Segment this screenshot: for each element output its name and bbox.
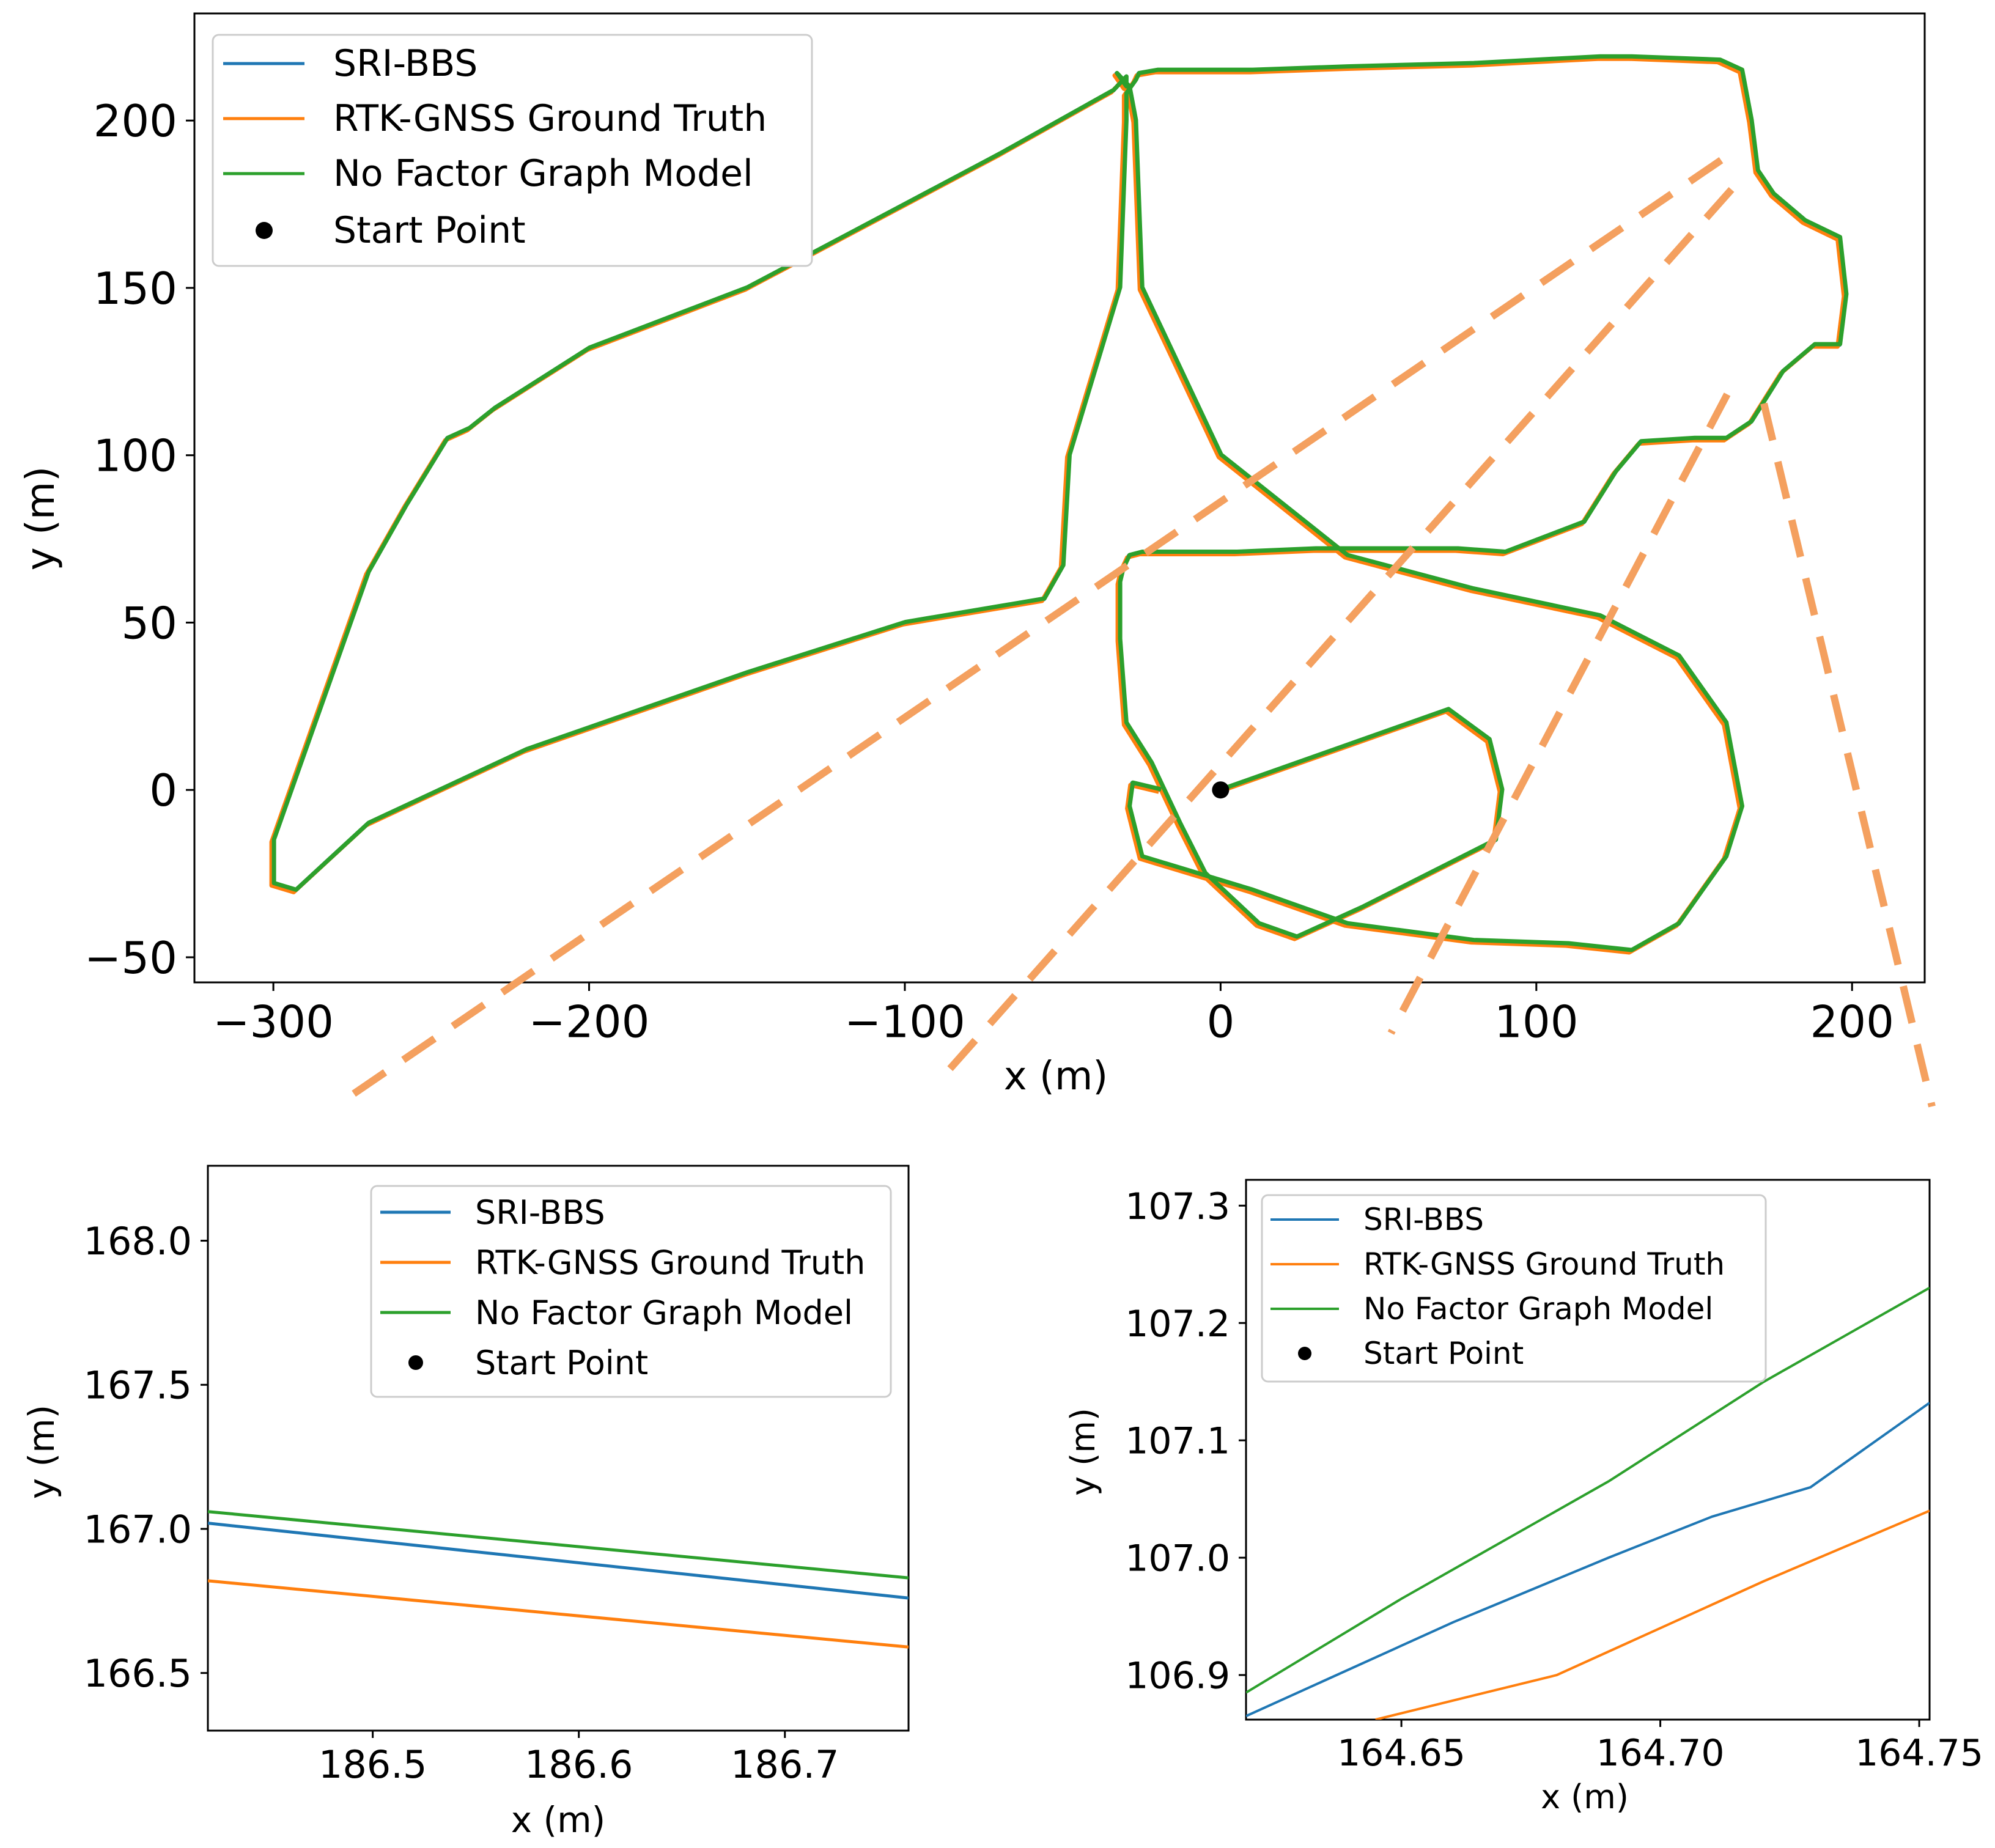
main-legend-label-no-factor-graph: No Factor Graph Model [333,152,753,195]
zoom-left-y-tick-label: 166.5 [84,1651,193,1696]
zoom-left-legend-box [370,1185,892,1398]
main-y-tick-label: 200 [94,95,177,147]
main-x-tick-label: 200 [1810,996,1894,1048]
zoom-connector-line-4 [1760,402,1936,1108]
zoom-left-series-rtk-gnss-ground-truth [208,1579,909,1649]
main-legend-box [212,34,813,267]
zoom-left-y-tick-label: 167.0 [84,1507,193,1552]
main-start-point-marker [1212,781,1230,799]
zoom-right-legend-swatch-start-point [1298,1347,1311,1360]
zoom-right-x-axis-label: x (m) [1541,1778,1629,1816]
zoom-right-x-tick-label: 164.65 [1337,1732,1466,1775]
zoom-left-x-tick-label: 186.7 [731,1742,839,1787]
zoom-right-legend-label-start-point: Start Point [1363,1336,1524,1371]
zoom-right-x-tick-label: 164.70 [1596,1732,1725,1775]
zoom-left-y-axis-label: y (m) [21,1405,62,1500]
zoom-right-y-tick-label: 107.1 [1125,1420,1230,1463]
main-legend-label-start-point: Start Point [333,209,526,252]
zoom-right-plot: 164.65 164.70 164.75 106.9 107.0 107.1 107.2 10… [1064,1179,1983,1816]
zoom-right-series-sri-bbs [1246,1402,1930,1718]
zoom-left-x-axis-label: x (m) [511,1799,606,1841]
main-plot: −300 −200 −100 0 100 200 −50 0 50 100 150 200 x (m)… [18,12,1926,1099]
zoom-left-legend-swatch-start-point [408,1355,423,1370]
main-x-tick-label: −300 [213,996,334,1048]
zoom-left-x-tick-label: 186.6 [525,1742,633,1787]
main-x-tick-label: 0 [1206,996,1234,1048]
zoom-right-x-tick-label: 164.75 [1855,1732,1983,1775]
zoom-left-axis-ticks: 186.5 186.6 186.7 166.5 167.0 167.5 168.0 [84,1219,839,1787]
zoom-left-legend-label-rtk-gnss: RTK-GNSS Ground Truth [475,1243,865,1282]
main-trajectories [269,54,1849,955]
zoom-left-series-no-factor-graph-model [208,1510,909,1580]
main-y-tick-label: 100 [94,430,177,482]
zoom-left-plot: 186.5 186.6 186.7 166.5 167.0 167.5 168.0 x (m… [21,1165,910,1841]
main-x-tick-label: 100 [1494,996,1578,1048]
main-legend-swatch-start-point [256,222,273,239]
zoom-connector-lines [346,157,1936,1108]
zoom-right-trajectories [1246,1286,1930,1720]
zoom-right-legend-label-no-factor-graph: No Factor Graph Model [1363,1291,1713,1327]
zoom-left-legend: SRI-BBS RTK-GNSS Ground Truth No Factor … [370,1185,892,1398]
zoom-right-y-tick-label: 106.9 [1125,1655,1230,1698]
main-legend-label-sri-bbs: SRI-BBS [333,42,478,85]
zoom-left-series-sri-bbs [208,1522,909,1600]
main-series-no-factor-graph [271,54,1849,952]
main-y-tick-label: −50 [84,932,177,984]
zoom-connector-line-3 [1387,392,1731,1035]
main-x-tick-label: −200 [529,996,650,1048]
zoom-right-series-rtk-gnss-ground-truth [1375,1509,1930,1720]
zoom-left-y-tick-label: 168.0 [84,1219,193,1264]
zoom-right-y-tick-label: 107.0 [1125,1537,1230,1580]
main-legend-label-rtk-gnss: RTK-GNSS Ground Truth [333,97,767,140]
zoom-connector-line-1 [346,157,1724,1100]
zoom-right-y-tick-label: 107.3 [1125,1185,1230,1228]
zoom-left-legend-label-start-point: Start Point [475,1344,648,1382]
zoom-right-series-no-factor-graph-model [1246,1286,1930,1694]
zoom-right-legend-label-sri-bbs: SRI-BBS [1363,1202,1484,1237]
main-x-tick-label: −100 [844,996,965,1048]
main-axis-ticks: −300 −200 −100 0 100 200 −50 0 50 100 150 200 [84,95,1894,1047]
main-y-axis-label: y (m) [18,466,64,571]
zoom-right-legend-box [1261,1194,1767,1383]
main-x-axis-label: x (m) [1004,1054,1108,1099]
zoom-left-legend-label-no-factor-graph: No Factor Graph Model [475,1294,853,1332]
zoom-right-legend: SRI-BBS RTK-GNSS Ground Truth No Factor … [1261,1194,1767,1383]
zoom-right-y-tick-label: 107.2 [1125,1303,1230,1346]
main-y-tick-label: 0 [149,765,177,816]
zoom-right-y-axis-label: y (m) [1064,1408,1102,1496]
zoom-right-axis-ticks: 164.65 164.70 164.75 106.9 107.0 107.1 107.2 10… [1125,1185,1983,1775]
zoom-left-legend-label-sri-bbs: SRI-BBS [475,1193,605,1232]
zoom-right-legend-label-rtk-gnss: RTK-GNSS Ground Truth [1363,1246,1725,1282]
zoom-connector-line-2 [932,187,1735,1088]
main-legend: SRI-BBS RTK-GNSS Ground Truth No Factor … [212,34,813,267]
zoom-left-y-tick-label: 167.5 [84,1363,193,1408]
zoom-left-x-tick-label: 186.5 [319,1742,427,1787]
main-y-tick-label: 50 [121,597,177,649]
main-y-tick-label: 150 [94,263,177,314]
zoom-left-trajectories [208,1510,909,1649]
